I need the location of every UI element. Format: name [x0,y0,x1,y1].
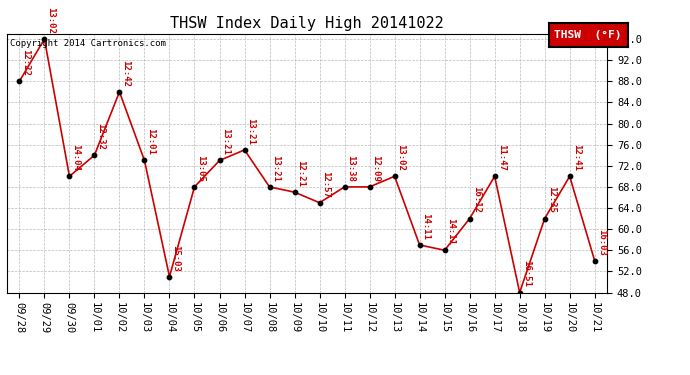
Text: 16:51: 16:51 [522,260,531,287]
Text: 15:03: 15:03 [172,244,181,272]
Text: 13:21: 13:21 [272,155,281,182]
Text: 14:04: 14:04 [72,144,81,171]
Point [164,274,175,280]
Point [14,78,25,84]
Text: 12:42: 12:42 [121,60,130,87]
Point [514,290,525,296]
Text: 16:03: 16:03 [597,229,606,255]
Text: 13:02: 13:02 [46,7,55,34]
Point [364,184,375,190]
Text: 14:11: 14:11 [422,213,431,240]
Point [214,158,225,164]
Text: 13:21: 13:21 [221,128,230,155]
Point [189,184,200,190]
Text: 12:01: 12:01 [146,128,155,155]
Text: 13:05: 13:05 [197,155,206,182]
Point [139,158,150,164]
Text: Copyright 2014 Cartronics.com: Copyright 2014 Cartronics.com [10,39,166,48]
Text: 12:09: 12:09 [372,155,381,182]
Point [489,173,500,179]
Text: 13:21: 13:21 [246,118,255,145]
Point [464,216,475,222]
Text: 13:02: 13:02 [397,144,406,171]
Point [264,184,275,190]
Point [589,258,600,264]
Title: THSW Index Daily High 20141022: THSW Index Daily High 20141022 [170,16,444,31]
Point [239,147,250,153]
Point [64,173,75,179]
Text: 12:35: 12:35 [546,186,555,213]
Point [539,216,550,222]
Point [389,173,400,179]
Text: 14:11: 14:11 [446,218,455,245]
Point [439,247,450,253]
Text: 12:32: 12:32 [97,123,106,150]
Point [289,189,300,195]
Point [414,242,425,248]
Text: 11:47: 11:47 [497,144,506,171]
Text: 12:41: 12:41 [572,144,581,171]
Text: 12:21: 12:21 [297,160,306,187]
Point [114,89,125,95]
Point [89,152,100,158]
Point [339,184,350,190]
Point [39,36,50,42]
Text: 16:12: 16:12 [472,186,481,213]
Text: 12:57: 12:57 [322,171,331,198]
Text: 12:22: 12:22 [21,49,30,76]
Text: 13:38: 13:38 [346,155,355,182]
Point [314,200,325,206]
Point [564,173,575,179]
Text: THSW  (°F): THSW (°F) [555,30,622,40]
